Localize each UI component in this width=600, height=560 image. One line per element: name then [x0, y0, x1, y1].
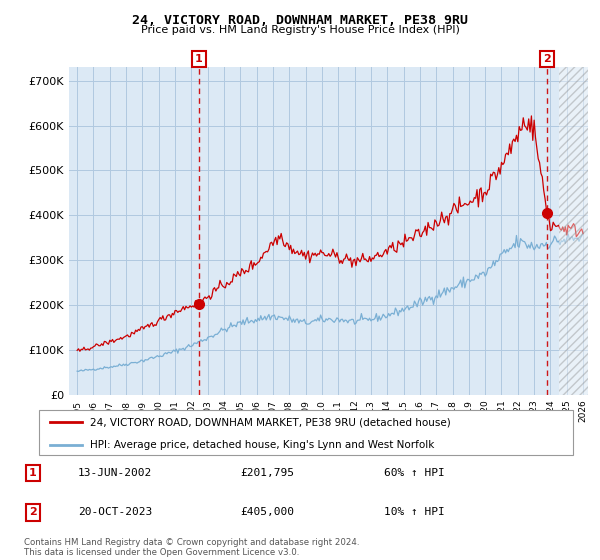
- Text: 10% ↑ HPI: 10% ↑ HPI: [384, 507, 445, 517]
- Bar: [559, 67, 591, 395]
- Text: 24, VICTORY ROAD, DOWNHAM MARKET, PE38 9RU: 24, VICTORY ROAD, DOWNHAM MARKET, PE38 9…: [132, 14, 468, 27]
- Text: £405,000: £405,000: [240, 507, 294, 517]
- Text: 1: 1: [195, 54, 203, 64]
- Text: Price paid vs. HM Land Registry's House Price Index (HPI): Price paid vs. HM Land Registry's House …: [140, 25, 460, 35]
- FancyBboxPatch shape: [39, 410, 574, 455]
- Text: 13-JUN-2002: 13-JUN-2002: [78, 468, 152, 478]
- Text: Contains HM Land Registry data © Crown copyright and database right 2024.
This d: Contains HM Land Registry data © Crown c…: [24, 538, 359, 557]
- Text: £201,795: £201,795: [240, 468, 294, 478]
- Text: 2: 2: [544, 54, 551, 64]
- Text: 24, VICTORY ROAD, DOWNHAM MARKET, PE38 9RU (detached house): 24, VICTORY ROAD, DOWNHAM MARKET, PE38 9…: [90, 417, 451, 427]
- Bar: [559, 67, 591, 395]
- Text: 60% ↑ HPI: 60% ↑ HPI: [384, 468, 445, 478]
- Text: HPI: Average price, detached house, King's Lynn and West Norfolk: HPI: Average price, detached house, King…: [90, 440, 434, 450]
- Text: 1: 1: [29, 468, 37, 478]
- Bar: [559, 67, 591, 395]
- Text: 2: 2: [29, 507, 37, 517]
- Text: 20-OCT-2023: 20-OCT-2023: [78, 507, 152, 517]
